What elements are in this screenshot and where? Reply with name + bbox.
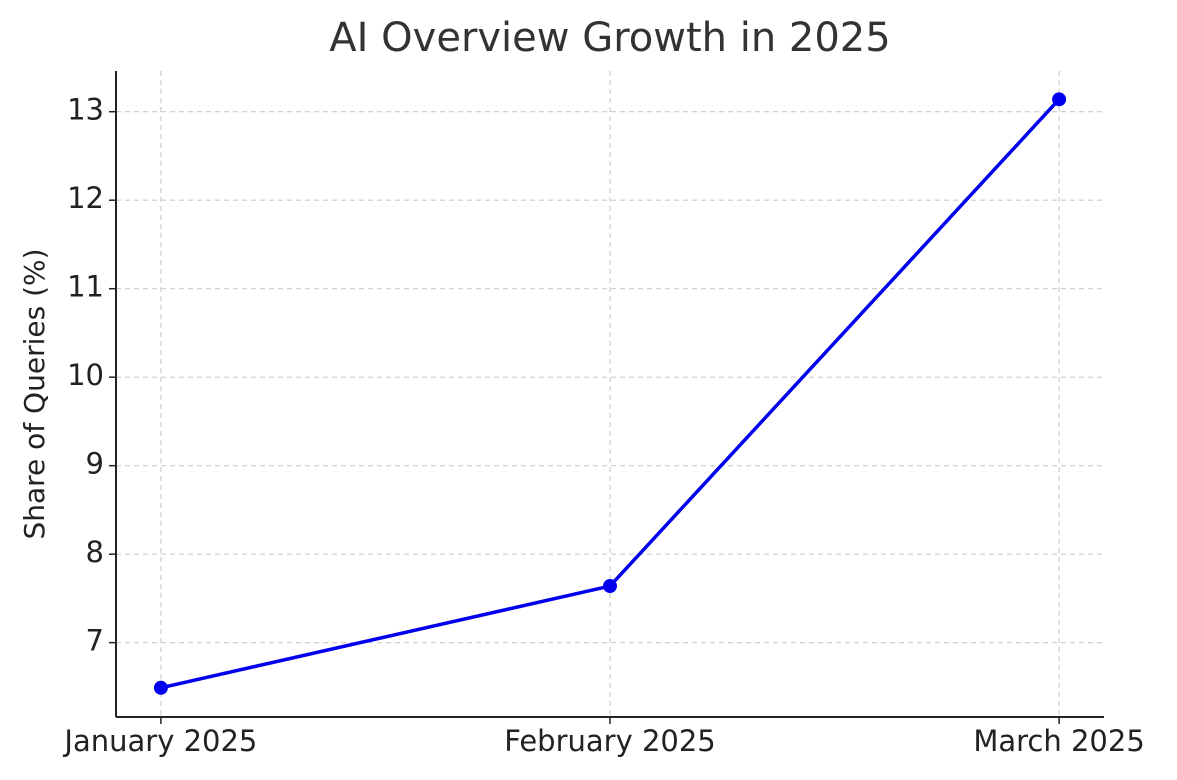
chart-title: AI Overview Growth in 2025 [329,15,890,61]
y-tick-label: 7 [86,624,104,658]
x-tick-label: January 2025 [62,724,257,758]
y-tick-label: 11 [67,270,104,304]
x-tick-label: March 2025 [973,724,1144,758]
point [1052,92,1067,107]
y-tick-label: 12 [67,181,104,215]
y-tick-label: 9 [86,447,104,481]
line [160,98,1061,690]
y-tick-label: 8 [86,535,104,569]
point [603,579,617,594]
y-tick-label: 13 [67,93,104,127]
point [153,680,168,695]
y-tick-label: 10 [67,358,104,392]
x-tick-label: February 2025 [504,724,716,758]
y-axis-label: Share of Queries (%) [18,248,51,539]
